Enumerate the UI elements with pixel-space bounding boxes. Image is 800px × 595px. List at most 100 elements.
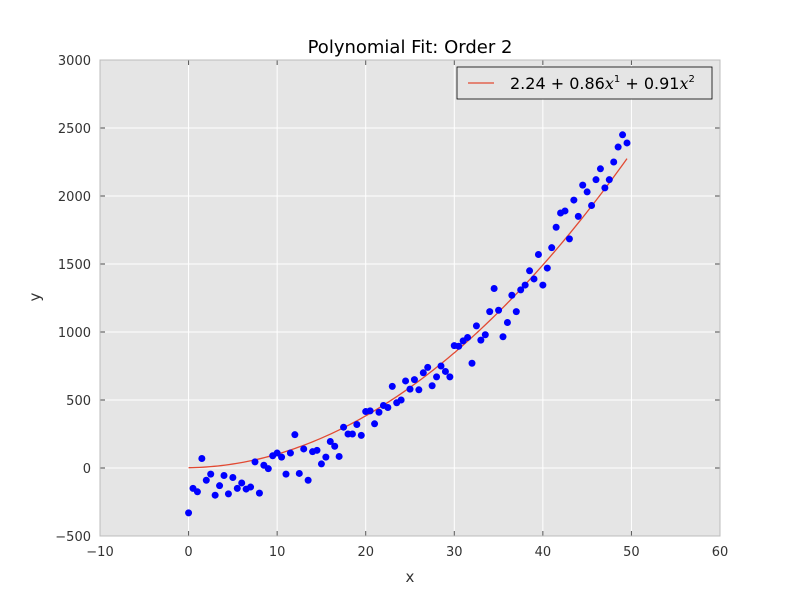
data-point: [295, 469, 303, 477]
x-axis-label: x: [406, 568, 415, 586]
data-point: [592, 176, 600, 184]
data-point: [623, 139, 631, 147]
data-point: [512, 308, 520, 316]
data-point: [499, 333, 507, 341]
y-axis-label: y: [26, 292, 44, 301]
data-point: [552, 223, 560, 231]
data-point: [331, 442, 339, 450]
data-point: [238, 479, 246, 487]
data-point: [561, 207, 569, 215]
x-tick-label: 0: [184, 545, 192, 560]
data-point: [366, 407, 374, 415]
legend-label-fit: 2.24 + 0.86x1 + 0.91x2: [510, 74, 695, 93]
data-point: [517, 286, 525, 294]
data-point: [415, 386, 423, 394]
data-point: [495, 306, 503, 314]
y-tick-label: 500: [66, 394, 91, 409]
data-point: [601, 184, 609, 192]
x-tick-labels: −10 0 10 20 30 40 50 60: [86, 545, 728, 560]
data-point: [472, 322, 480, 330]
grid-lines: [99, 59, 721, 537]
data-point: [464, 333, 472, 341]
data-point: [503, 318, 511, 326]
data-point: [397, 396, 405, 404]
data-point: [433, 373, 441, 381]
y-tick-label: 3000: [58, 54, 91, 69]
data-point: [486, 308, 494, 316]
y-tick-label: 2500: [58, 122, 91, 137]
data-point: [229, 474, 237, 482]
data-point: [291, 431, 299, 439]
plot-frame: [99, 59, 721, 537]
data-point: [353, 420, 361, 428]
data-point: [202, 476, 210, 484]
data-point: [596, 165, 604, 173]
y-tick-labels: −500 0 500 1000 1500 2000 2500 3000: [55, 54, 91, 545]
data-point: [264, 465, 272, 473]
data-point: [441, 367, 449, 375]
data-point: [508, 291, 516, 299]
data-point: [371, 420, 379, 428]
data-point: [481, 331, 489, 339]
data-point: [605, 176, 613, 184]
data-point: [286, 449, 294, 457]
data-point: [610, 158, 618, 166]
y-tick-label: −500: [55, 530, 91, 545]
data-point: [322, 453, 330, 461]
data-point: [588, 202, 596, 210]
data-point: [428, 382, 436, 390]
data-point: [534, 250, 542, 258]
data-point: [335, 452, 343, 460]
data-point: [326, 437, 334, 445]
data-point: [216, 482, 224, 490]
data-point: [526, 267, 534, 275]
data-point: [574, 212, 582, 220]
legend-box: [456, 66, 713, 100]
data-point: [388, 382, 396, 390]
data-point: [565, 235, 573, 243]
legend: 2.24 + 0.86x1 + 0.91x2: [456, 66, 713, 100]
data-point: [619, 131, 627, 139]
x-tick-label: −10: [86, 545, 113, 560]
data-point: [247, 483, 255, 491]
data-point: [357, 431, 365, 439]
data-point: [384, 403, 392, 411]
chart-title: Polynomial Fit: Order 2: [308, 37, 513, 58]
data-point: [255, 489, 263, 497]
data-point: [614, 143, 622, 151]
x-tick-label: 10: [269, 545, 286, 560]
data-point: [521, 281, 529, 289]
data-point: [251, 458, 259, 466]
data-point: [583, 188, 591, 196]
data-point: [207, 470, 215, 478]
data-point: [477, 336, 485, 344]
data-point: [224, 490, 232, 498]
x-tick-label: 40: [535, 545, 552, 560]
data-point: [579, 181, 587, 189]
y-tick-label: 0: [83, 462, 91, 477]
x-tick-label: 20: [357, 545, 374, 560]
data-point: [211, 491, 219, 499]
data-point: [348, 430, 356, 438]
data-point: [419, 369, 427, 377]
data-point: [304, 476, 312, 484]
y-tick-label: 1000: [58, 326, 91, 341]
data-point: [273, 449, 281, 457]
data-point: [455, 342, 463, 350]
data-point: [193, 488, 201, 496]
data-point: [437, 362, 445, 370]
data-point: [490, 284, 498, 292]
data-point: [340, 423, 348, 431]
data-point: [446, 373, 454, 381]
data-point: [539, 281, 547, 289]
x-tick-label: 30: [446, 545, 463, 560]
data-point: [468, 359, 476, 367]
data-points: [185, 131, 631, 517]
data-point: [317, 460, 325, 468]
x-tick-label: 60: [712, 545, 729, 560]
data-point: [406, 385, 414, 393]
data-point: [410, 376, 418, 384]
data-point: [282, 470, 290, 478]
data-point: [313, 446, 321, 454]
data-point: [233, 484, 241, 492]
